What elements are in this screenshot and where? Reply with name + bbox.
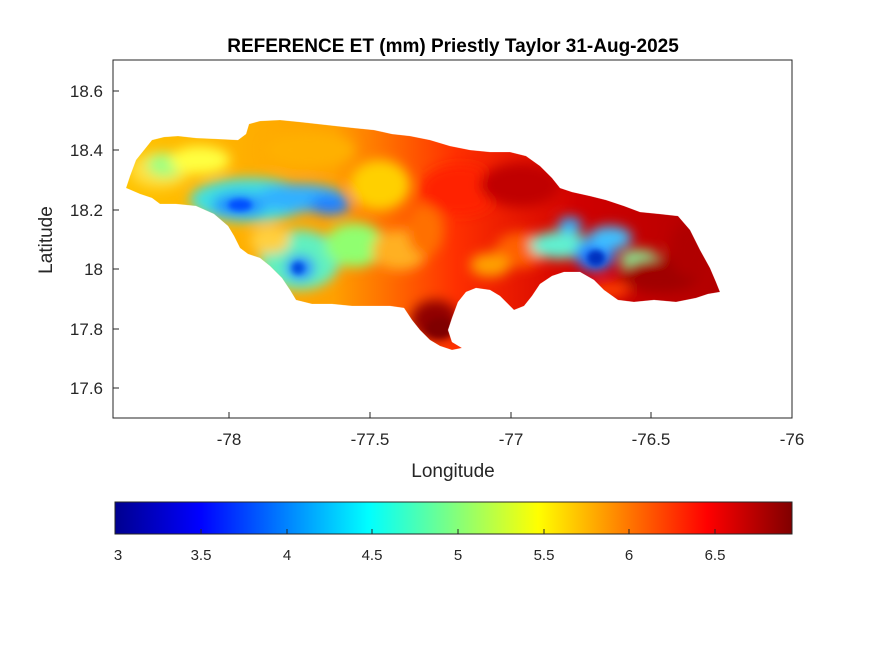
colorbar-tick-label: 5 [454, 547, 462, 564]
y-tick-label: 17.6 [70, 379, 103, 398]
colorbar-tick-label: 6 [625, 547, 633, 564]
x-tick-label: -76.5 [632, 430, 671, 449]
x-axis-label: Longitude [411, 461, 494, 482]
y-axis-label: Latitude [36, 206, 57, 274]
colorbar-gradient [114, 501, 793, 535]
colorbar-tick-label: 5.5 [534, 547, 555, 564]
y-tick-label: 17.8 [70, 320, 103, 339]
colorbar-tick-label: 4.5 [362, 547, 383, 564]
x-axis: -78 -77.5 -77 -76.5 -76 Longitude [217, 412, 805, 482]
x-tick-label: -77.5 [351, 430, 390, 449]
x-tick-label: -78 [217, 430, 242, 449]
colorbar-tick-label: 6.5 [705, 547, 726, 564]
colorbar-tick-label: 4 [283, 547, 291, 564]
colorbar-tick-label: 3.5 [191, 547, 212, 564]
colorbar: 3 3.5 4 4.5 5 5.5 6 6.5 [114, 501, 793, 564]
y-tick-label: 18.2 [70, 201, 103, 220]
y-tick-label: 18.6 [70, 82, 103, 101]
chart-title: REFERENCE ET (mm) Priestly Taylor 31-Aug… [227, 36, 679, 57]
y-tick-label: 18.4 [70, 141, 103, 160]
y-tick-label: 18 [84, 260, 103, 279]
island-outline [125, 119, 721, 351]
x-tick-label: -77 [499, 430, 524, 449]
colorbar-tick-label: 3 [114, 547, 122, 564]
x-tick-label: -76 [780, 430, 805, 449]
y-axis: 17.6 17.8 18 18.2 18.4 18.6 Latitude [36, 82, 119, 398]
